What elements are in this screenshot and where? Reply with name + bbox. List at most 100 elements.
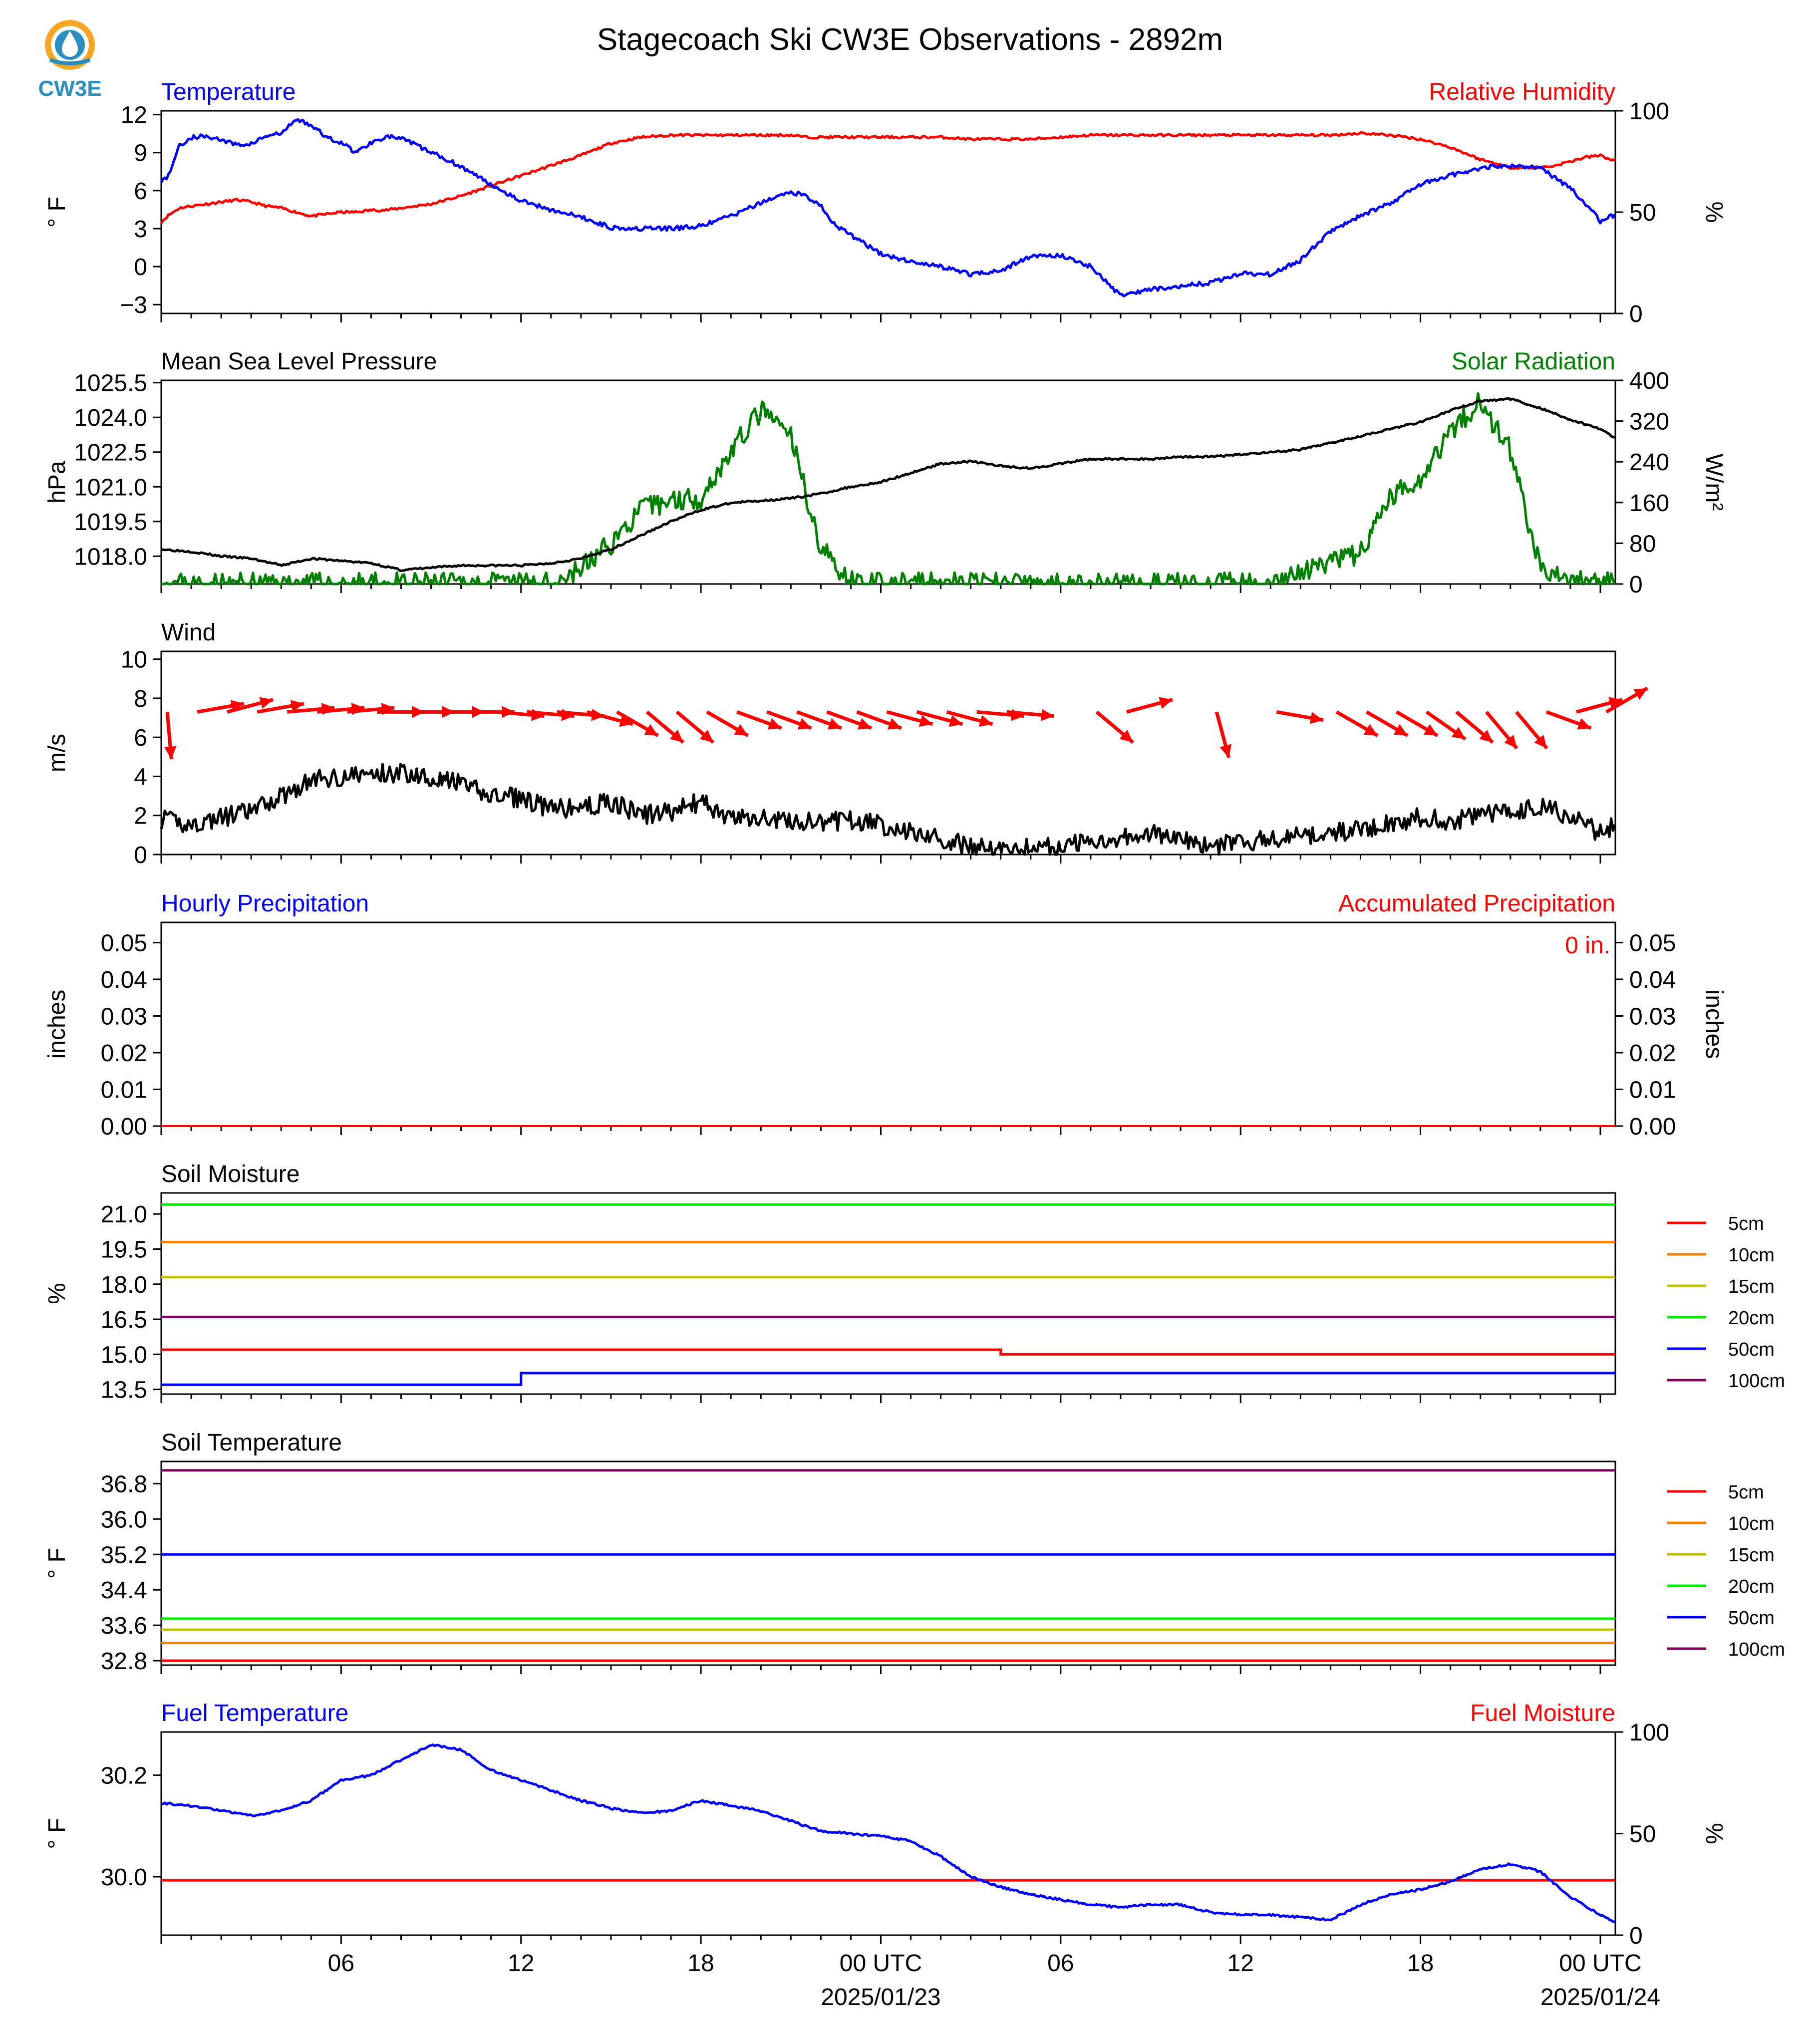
- y-axis-label-left: hPa: [44, 461, 70, 504]
- y-tick-label-left: 36.0: [101, 1506, 147, 1533]
- wind-arrow-head: [918, 715, 933, 727]
- cw3e-logo: CW3E: [38, 20, 102, 101]
- series-line-temperature: [160, 118, 1616, 297]
- wind-arrow-head: [1119, 729, 1133, 743]
- wind-arrow-head: [948, 715, 963, 727]
- wind-arrow-head: [1041, 709, 1054, 721]
- panels: Temperature Relative Humidity129630−31005…: [44, 79, 1785, 2011]
- wind-arrow-head: [1534, 734, 1547, 749]
- x-tick-label: 00 UTC: [840, 1950, 922, 1977]
- legend-label: 50cm: [1728, 1339, 1775, 1360]
- y-tick-label-left: 3: [134, 216, 147, 243]
- y-tick-label-left: 2: [134, 803, 147, 830]
- y-tick-label-right: 100: [1629, 98, 1669, 125]
- y-tick-label-right: 0: [1629, 1923, 1643, 1949]
- y-tick-label-right: 0.00: [1629, 1114, 1676, 1140]
- panel-pressure_solar: Mean Sea Level Pressure Solar Radiation 10…: [44, 348, 1727, 598]
- y-tick-label-left: −3: [120, 292, 147, 318]
- legend-label: 50cm: [1728, 1608, 1775, 1629]
- plot-frame: [160, 1460, 1616, 1666]
- wind-arrow-head: [1608, 697, 1622, 709]
- y-tick-label-right: 0: [1629, 572, 1643, 598]
- panel-title-left: Hourly Precipitation: [161, 890, 369, 917]
- wind-arrow-head: [669, 729, 683, 743]
- y-tick-label-left: 21.0: [101, 1201, 147, 1228]
- y-tick-label-left: 0.00: [101, 1114, 147, 1140]
- y-tick-label-left: 30.2: [101, 1762, 147, 1789]
- wind-arrow-head: [1423, 724, 1438, 736]
- logo-text: CW3E: [38, 76, 101, 101]
- wind-arrow-head: [767, 718, 782, 730]
- wind-arrow-head: [1633, 688, 1648, 700]
- wind-arrow-head: [619, 715, 633, 727]
- wind-arrow-head: [978, 715, 993, 727]
- y-axis-label-left: ° F: [44, 1548, 70, 1579]
- series-line-wind-speed: [160, 763, 1616, 856]
- wind-arrow-head: [1451, 727, 1466, 739]
- y-tick-label-right: 320: [1629, 409, 1669, 435]
- y-axis-label-left: ° F: [44, 1818, 70, 1849]
- y-tick-label-right: 160: [1629, 490, 1669, 517]
- figure-title: Stagecoach Ski CW3E Observations - 2892m: [597, 22, 1223, 57]
- y-tick-label-right: 0: [1629, 301, 1643, 327]
- y-tick-label-left: 35.2: [101, 1542, 147, 1568]
- y-tick-label-left: 0.03: [101, 1003, 147, 1030]
- wind-arrow-head: [1159, 697, 1173, 709]
- y-tick-label-left: 1021.0: [74, 474, 147, 501]
- y-tick-label-left: 1019.5: [74, 509, 147, 536]
- y-tick-label-left: 0.04: [101, 967, 147, 993]
- panel-title-left: Wind: [161, 619, 216, 646]
- wind-arrow-head: [1309, 712, 1323, 724]
- y-tick-label-left: 6: [134, 178, 147, 205]
- y-tick-label-left: 0: [134, 842, 147, 869]
- wind-arrow-head: [644, 724, 658, 736]
- y-tick-label-left: 36.8: [101, 1471, 147, 1497]
- y-tick-label-left: 0.01: [101, 1077, 147, 1103]
- panel-soil_temperature: Soil Temperature 36.8 36.0 35.2 34.4 33.6 32.8…: [44, 1430, 1785, 1675]
- series-line-50cm: [161, 1372, 1615, 1386]
- y-tick-label-left: 1018.0: [74, 544, 147, 570]
- panel-title-left: Soil Temperature: [161, 1430, 342, 1456]
- x-tick-label: 12: [1227, 1950, 1254, 1977]
- y-tick-label-left: 10: [121, 647, 147, 673]
- panel-title-left: Fuel Temperature: [161, 1700, 348, 1727]
- y-tick-label-right: 0.03: [1629, 1003, 1676, 1030]
- y-tick-label-left: 0.02: [101, 1040, 147, 1067]
- y-tick-label-right: 0.04: [1629, 967, 1676, 993]
- wind-arrow-head: [699, 729, 713, 743]
- legend-label: 20cm: [1728, 1308, 1775, 1329]
- wind-arrow-head: [164, 746, 177, 759]
- x-tick-label: 12: [508, 1950, 534, 1977]
- series-line-relative-humidity: [160, 131, 1616, 225]
- y-tick-label-right: 240: [1629, 449, 1669, 476]
- y-tick-label-right: 80: [1629, 531, 1656, 557]
- x-tick-label: 18: [1407, 1950, 1434, 1977]
- panel-title-left: Mean Sea Level Pressure: [161, 348, 437, 375]
- x-date-label: 2025/01/24: [1540, 1984, 1660, 2011]
- wind-arrow-head: [734, 724, 748, 736]
- wind-arrow-head: [887, 718, 902, 730]
- y-tick-label-left: 12: [121, 102, 147, 129]
- y-axis-label-right: %: [1701, 202, 1727, 223]
- wind-arrow-head: [1577, 718, 1591, 730]
- x-tick-label: 06: [328, 1950, 354, 1977]
- y-tick-label-left: 30.0: [101, 1864, 147, 1891]
- panel-title-left: Soil Moisture: [161, 1161, 300, 1187]
- x-tick-label: 00 UTC: [1559, 1950, 1641, 1977]
- y-tick-label-left: 33.6: [101, 1613, 147, 1639]
- legend-label: 15cm: [1728, 1545, 1775, 1566]
- y-tick-label-right: 400: [1629, 368, 1669, 394]
- y-axis-label-right: W/m²: [1701, 454, 1727, 511]
- wind-arrow-head: [1363, 724, 1378, 736]
- y-tick-label-right: 0.01: [1629, 1077, 1676, 1103]
- panel-title-right: Accumulated Precipitation: [1338, 890, 1615, 917]
- series-line-solar-radiation: [161, 392, 1616, 585]
- legend-label: 5cm: [1728, 1482, 1764, 1503]
- panel-precipitation: Hourly Precipitation Accumulated Precipit…: [44, 890, 1727, 1140]
- legend-label: 15cm: [1728, 1276, 1775, 1297]
- panel-title-right: Relative Humidity: [1429, 79, 1615, 105]
- panel-title-right: Solar Radiation: [1452, 348, 1615, 375]
- y-axis-label-left: %: [44, 1283, 70, 1304]
- legend-label: 10cm: [1728, 1513, 1775, 1534]
